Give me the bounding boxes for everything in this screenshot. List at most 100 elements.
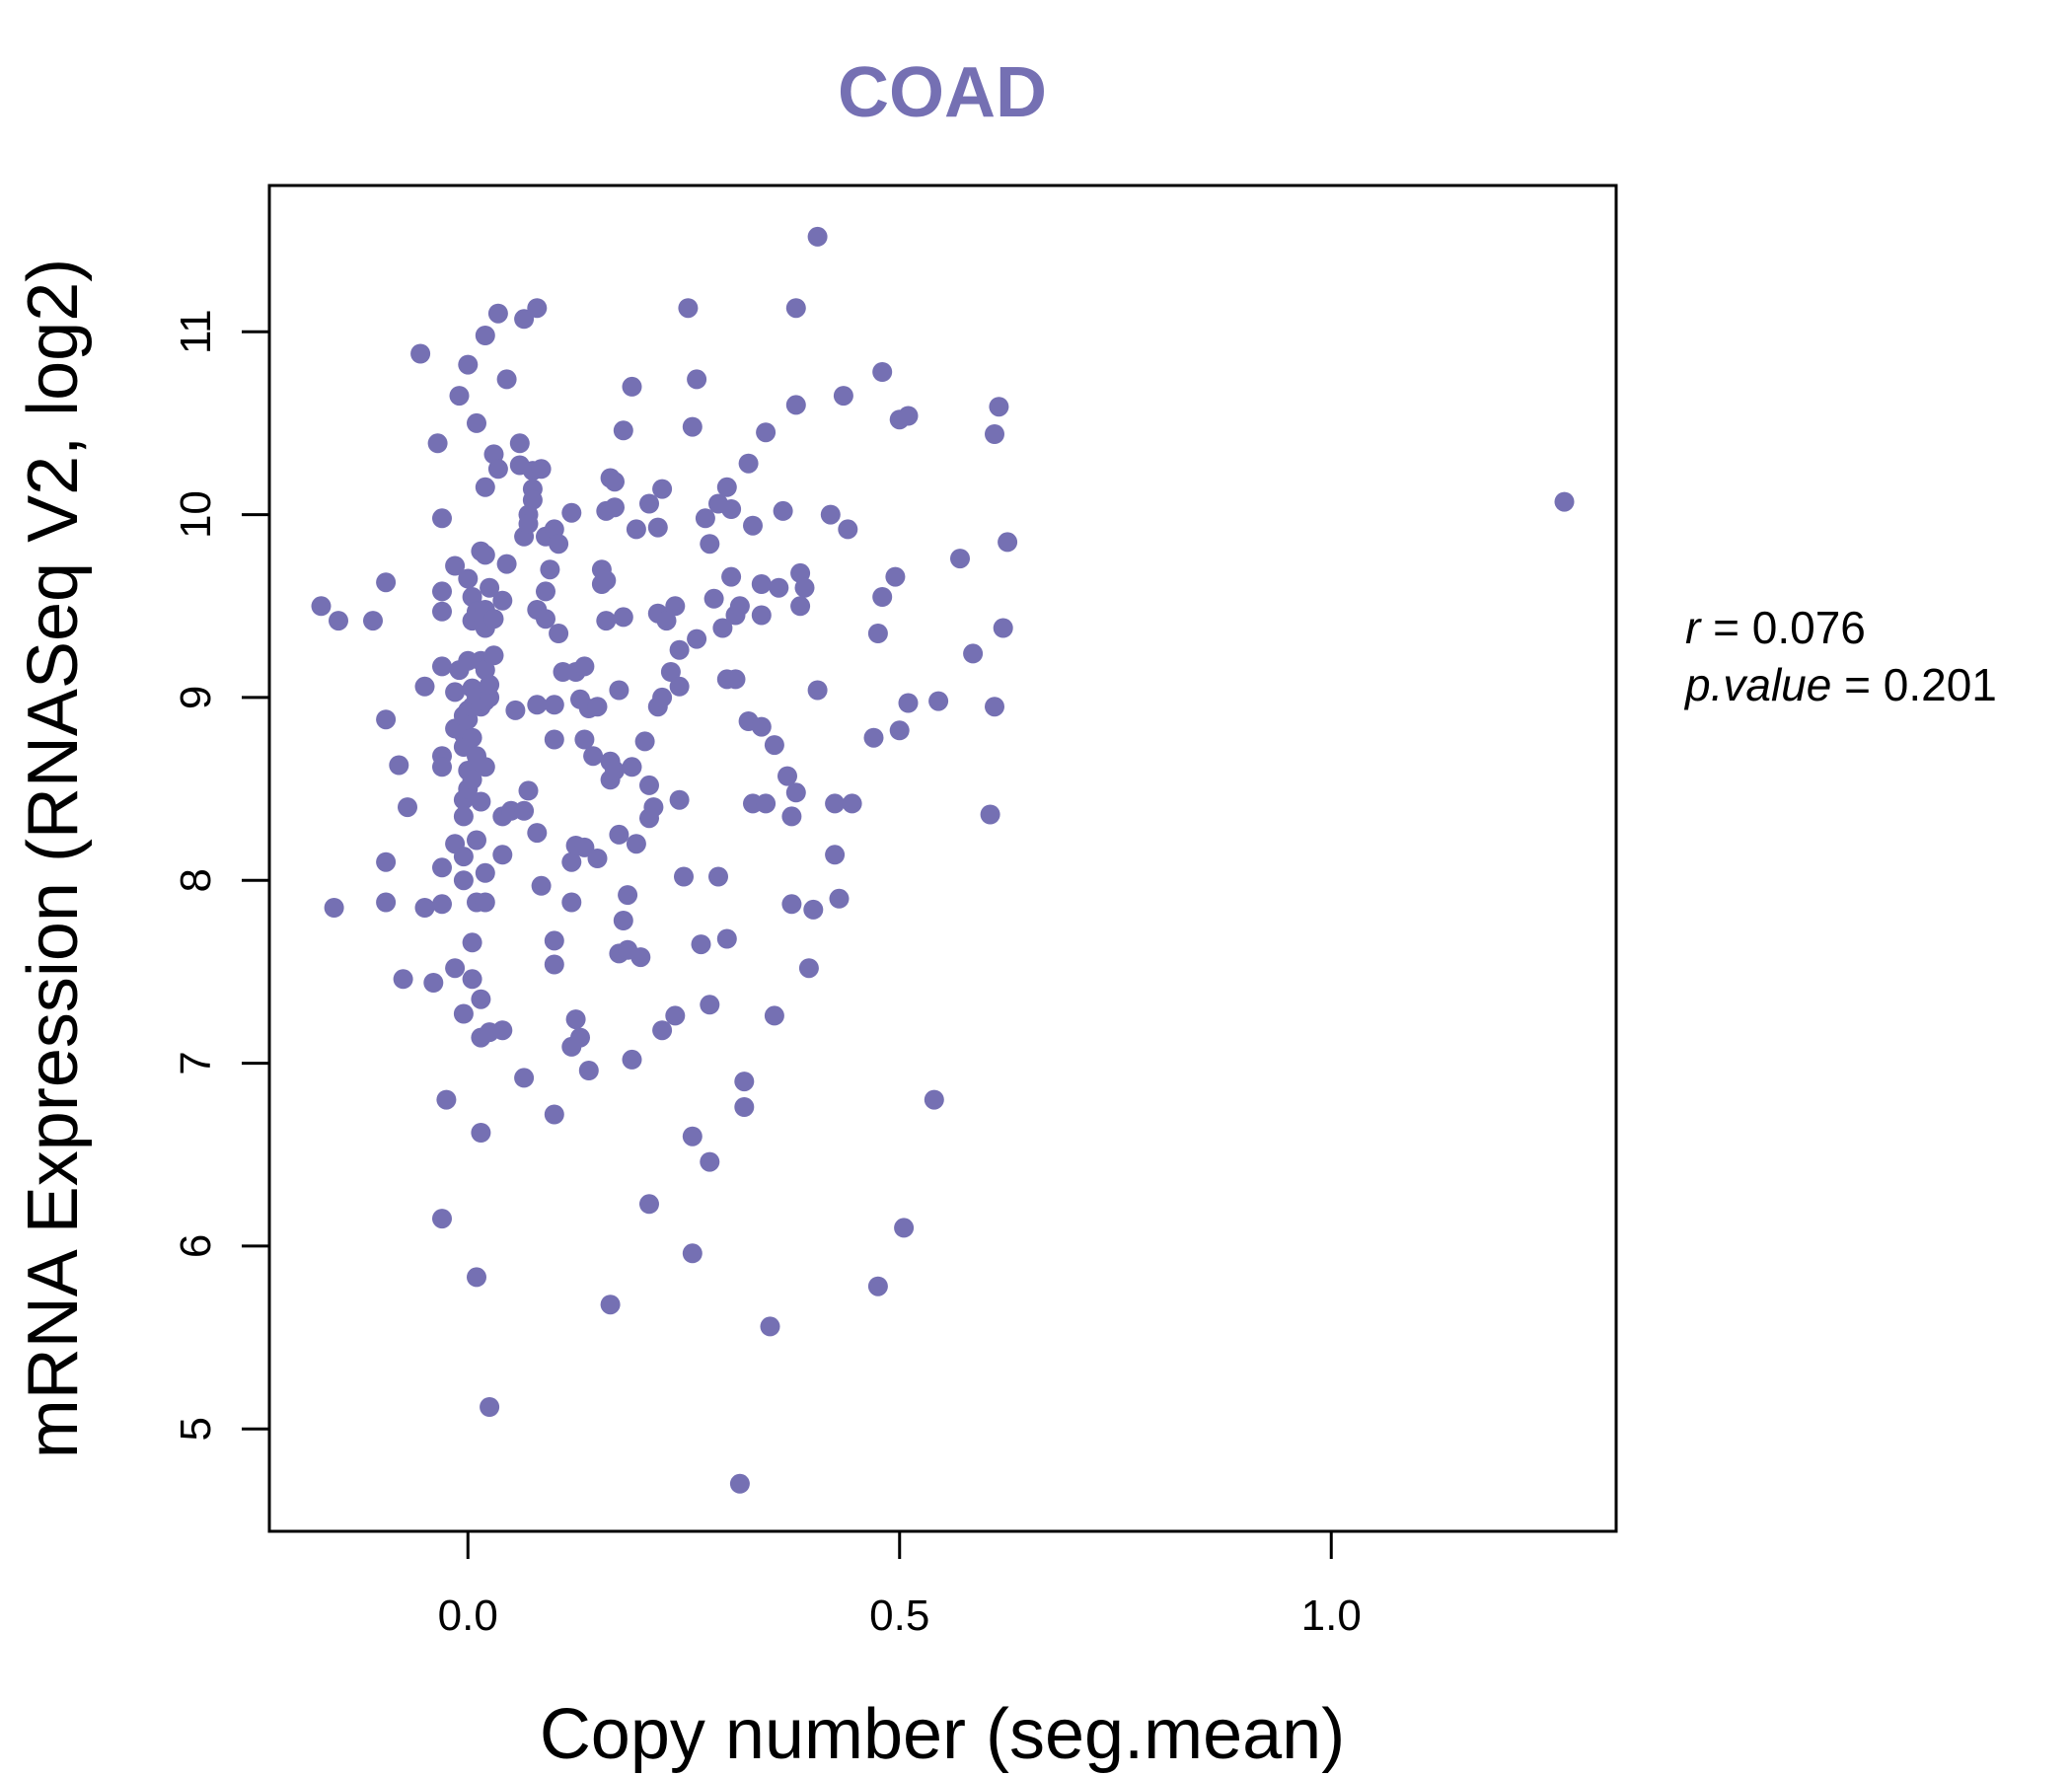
data-point — [449, 386, 470, 407]
data-point — [785, 395, 806, 415]
data-point — [376, 892, 397, 913]
data-point — [807, 680, 828, 701]
data-point — [561, 851, 582, 872]
data-point — [531, 459, 552, 480]
x-axis-label: Copy number (seg.mean) — [540, 1695, 1345, 1774]
data-point — [480, 1397, 500, 1417]
r-annotation: r = 0.076 — [1685, 602, 1866, 653]
data-point — [716, 928, 737, 949]
x-tick-label: 0.5 — [869, 1591, 929, 1640]
p-label: p.value — [1683, 659, 1831, 710]
data-point — [674, 866, 694, 887]
y-tick-label: 10 — [172, 490, 220, 539]
data-point — [682, 416, 703, 437]
data-point — [703, 588, 724, 609]
data-point — [475, 892, 495, 913]
data-point — [613, 420, 633, 441]
y-axis-label: mRNA Expression (RNASeq V2, log2) — [14, 259, 93, 1458]
p-value-annotation: p.value = 0.201 — [1683, 659, 1997, 710]
data-point — [492, 590, 513, 611]
data-point — [509, 433, 530, 454]
data-point — [605, 761, 625, 780]
data-point — [536, 581, 555, 602]
chart-title: COAD — [838, 53, 1047, 132]
data-point — [669, 676, 690, 697]
data-point — [794, 577, 815, 598]
data-point — [462, 770, 482, 790]
data-point — [453, 806, 474, 827]
data-point — [833, 386, 853, 407]
data-point — [583, 746, 604, 767]
data-point — [950, 549, 970, 569]
data-point — [600, 1295, 621, 1315]
data-point — [492, 1020, 513, 1041]
data-point — [462, 727, 482, 748]
data-point — [453, 1003, 474, 1024]
data-point — [475, 326, 495, 345]
y-tick-label: 5 — [172, 1417, 220, 1441]
data-point — [781, 806, 802, 827]
data-point — [769, 577, 789, 598]
data-point — [760, 1316, 780, 1337]
data-point — [743, 515, 763, 536]
data-point — [475, 545, 495, 565]
data-point — [652, 1020, 673, 1041]
data-point — [993, 618, 1013, 638]
data-point — [626, 519, 646, 540]
data-point — [898, 693, 919, 713]
data-point — [514, 309, 535, 330]
y-tick-label: 8 — [172, 868, 220, 892]
data-point — [678, 298, 699, 319]
data-point — [712, 618, 733, 638]
data-point — [798, 958, 819, 979]
data-point — [480, 674, 500, 695]
data-point — [894, 1218, 915, 1238]
data-point — [458, 354, 479, 375]
data-point — [432, 656, 452, 677]
data-point — [376, 709, 397, 730]
data-point — [432, 757, 452, 777]
data-point — [445, 555, 466, 576]
data-point — [872, 362, 893, 382]
data-point — [725, 669, 746, 690]
data-point — [467, 830, 486, 851]
data-point — [825, 793, 846, 814]
data-point — [669, 789, 690, 810]
data-point — [471, 1123, 491, 1143]
data-point — [609, 680, 629, 701]
data-point — [764, 735, 784, 756]
data-point — [505, 700, 526, 720]
data-point — [311, 596, 332, 617]
data-point — [471, 791, 491, 812]
data-point — [647, 517, 668, 538]
data-point — [544, 954, 564, 975]
data-point — [410, 343, 431, 364]
data-point — [1554, 491, 1575, 512]
data-point — [682, 1126, 703, 1147]
data-point — [445, 682, 466, 703]
data-point — [514, 800, 535, 821]
r-label: r — [1685, 602, 1702, 653]
data-point — [462, 932, 482, 953]
data-point — [734, 1097, 755, 1117]
data-point — [803, 899, 824, 920]
data-point — [544, 1104, 564, 1125]
y-tick-label: 6 — [172, 1234, 220, 1258]
data-point — [574, 729, 595, 750]
data-point — [432, 581, 452, 602]
data-point — [985, 697, 1004, 717]
data-point — [729, 1473, 750, 1494]
data-point — [324, 898, 344, 918]
data-point — [475, 862, 495, 883]
y-tick-label: 7 — [172, 1051, 220, 1074]
data-point — [574, 837, 595, 857]
data-point — [483, 609, 504, 629]
data-point — [643, 797, 664, 818]
data-point — [764, 1005, 784, 1026]
y-tick-label: 9 — [172, 686, 220, 709]
x-tick-label: 1.0 — [1301, 1591, 1362, 1640]
data-point — [536, 609, 555, 629]
data-point — [487, 459, 508, 480]
data-point — [665, 1005, 686, 1026]
y-axis: 5 6 7 8 9 10 11 — [172, 309, 269, 1441]
